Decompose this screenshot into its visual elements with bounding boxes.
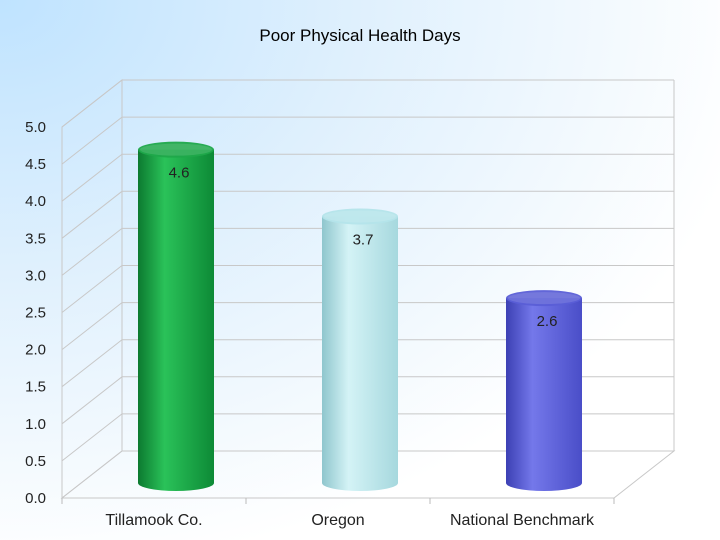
y-tick-label: 0.5 (25, 453, 46, 470)
y-tick-label: 1.0 (25, 416, 46, 433)
chart-title: Poor Physical Health Days (259, 26, 460, 45)
gridline (61, 339, 674, 388)
data-label: 4.6 (169, 165, 190, 182)
bar-top (138, 141, 214, 158)
gridline (61, 302, 674, 350)
bar-body (506, 298, 582, 491)
category-label: Oregon (311, 512, 364, 529)
y-tick-label: 2.5 (25, 305, 46, 322)
gridline (61, 413, 674, 462)
bar: 2.6 (506, 290, 582, 491)
bar-body (322, 216, 398, 491)
y-tick-label: 4.5 (25, 156, 46, 173)
bar-top-highlight (508, 292, 580, 305)
y-tick-label: 1.5 (25, 379, 46, 396)
gridline (61, 227, 674, 276)
category-label: Tillamook Co. (105, 512, 202, 529)
bar-top-highlight (140, 143, 212, 156)
y-tick-label: 5.0 (25, 119, 46, 136)
y-tick-label: 0.0 (25, 490, 46, 507)
bar: 3.7 (322, 208, 398, 491)
gridline (61, 116, 674, 165)
bar-body (138, 149, 214, 491)
gridline (61, 265, 674, 313)
y-tick-label: 3.5 (25, 230, 46, 247)
plot-area: 0.0 0.5 1.0 1.5 2.0 2.5 3.0 3.5 4.0 4.5 5.0 4.6 3.7… (25, 78, 676, 529)
bar: 4.6 (138, 141, 214, 491)
y-tick-label: 3.0 (25, 267, 46, 284)
category-label: National Benchmark (450, 512, 595, 529)
y-tick-label: 2.0 (25, 342, 46, 359)
data-label: 3.7 (353, 231, 374, 248)
data-label: 2.6 (537, 313, 558, 330)
gridline (61, 79, 674, 128)
gridline (61, 153, 674, 202)
gridline (61, 190, 674, 239)
gridline (61, 376, 674, 425)
bar-top (322, 208, 398, 225)
y-tick-label: 4.0 (25, 193, 46, 210)
bar-top (506, 290, 582, 307)
bar-top-highlight (324, 210, 396, 223)
